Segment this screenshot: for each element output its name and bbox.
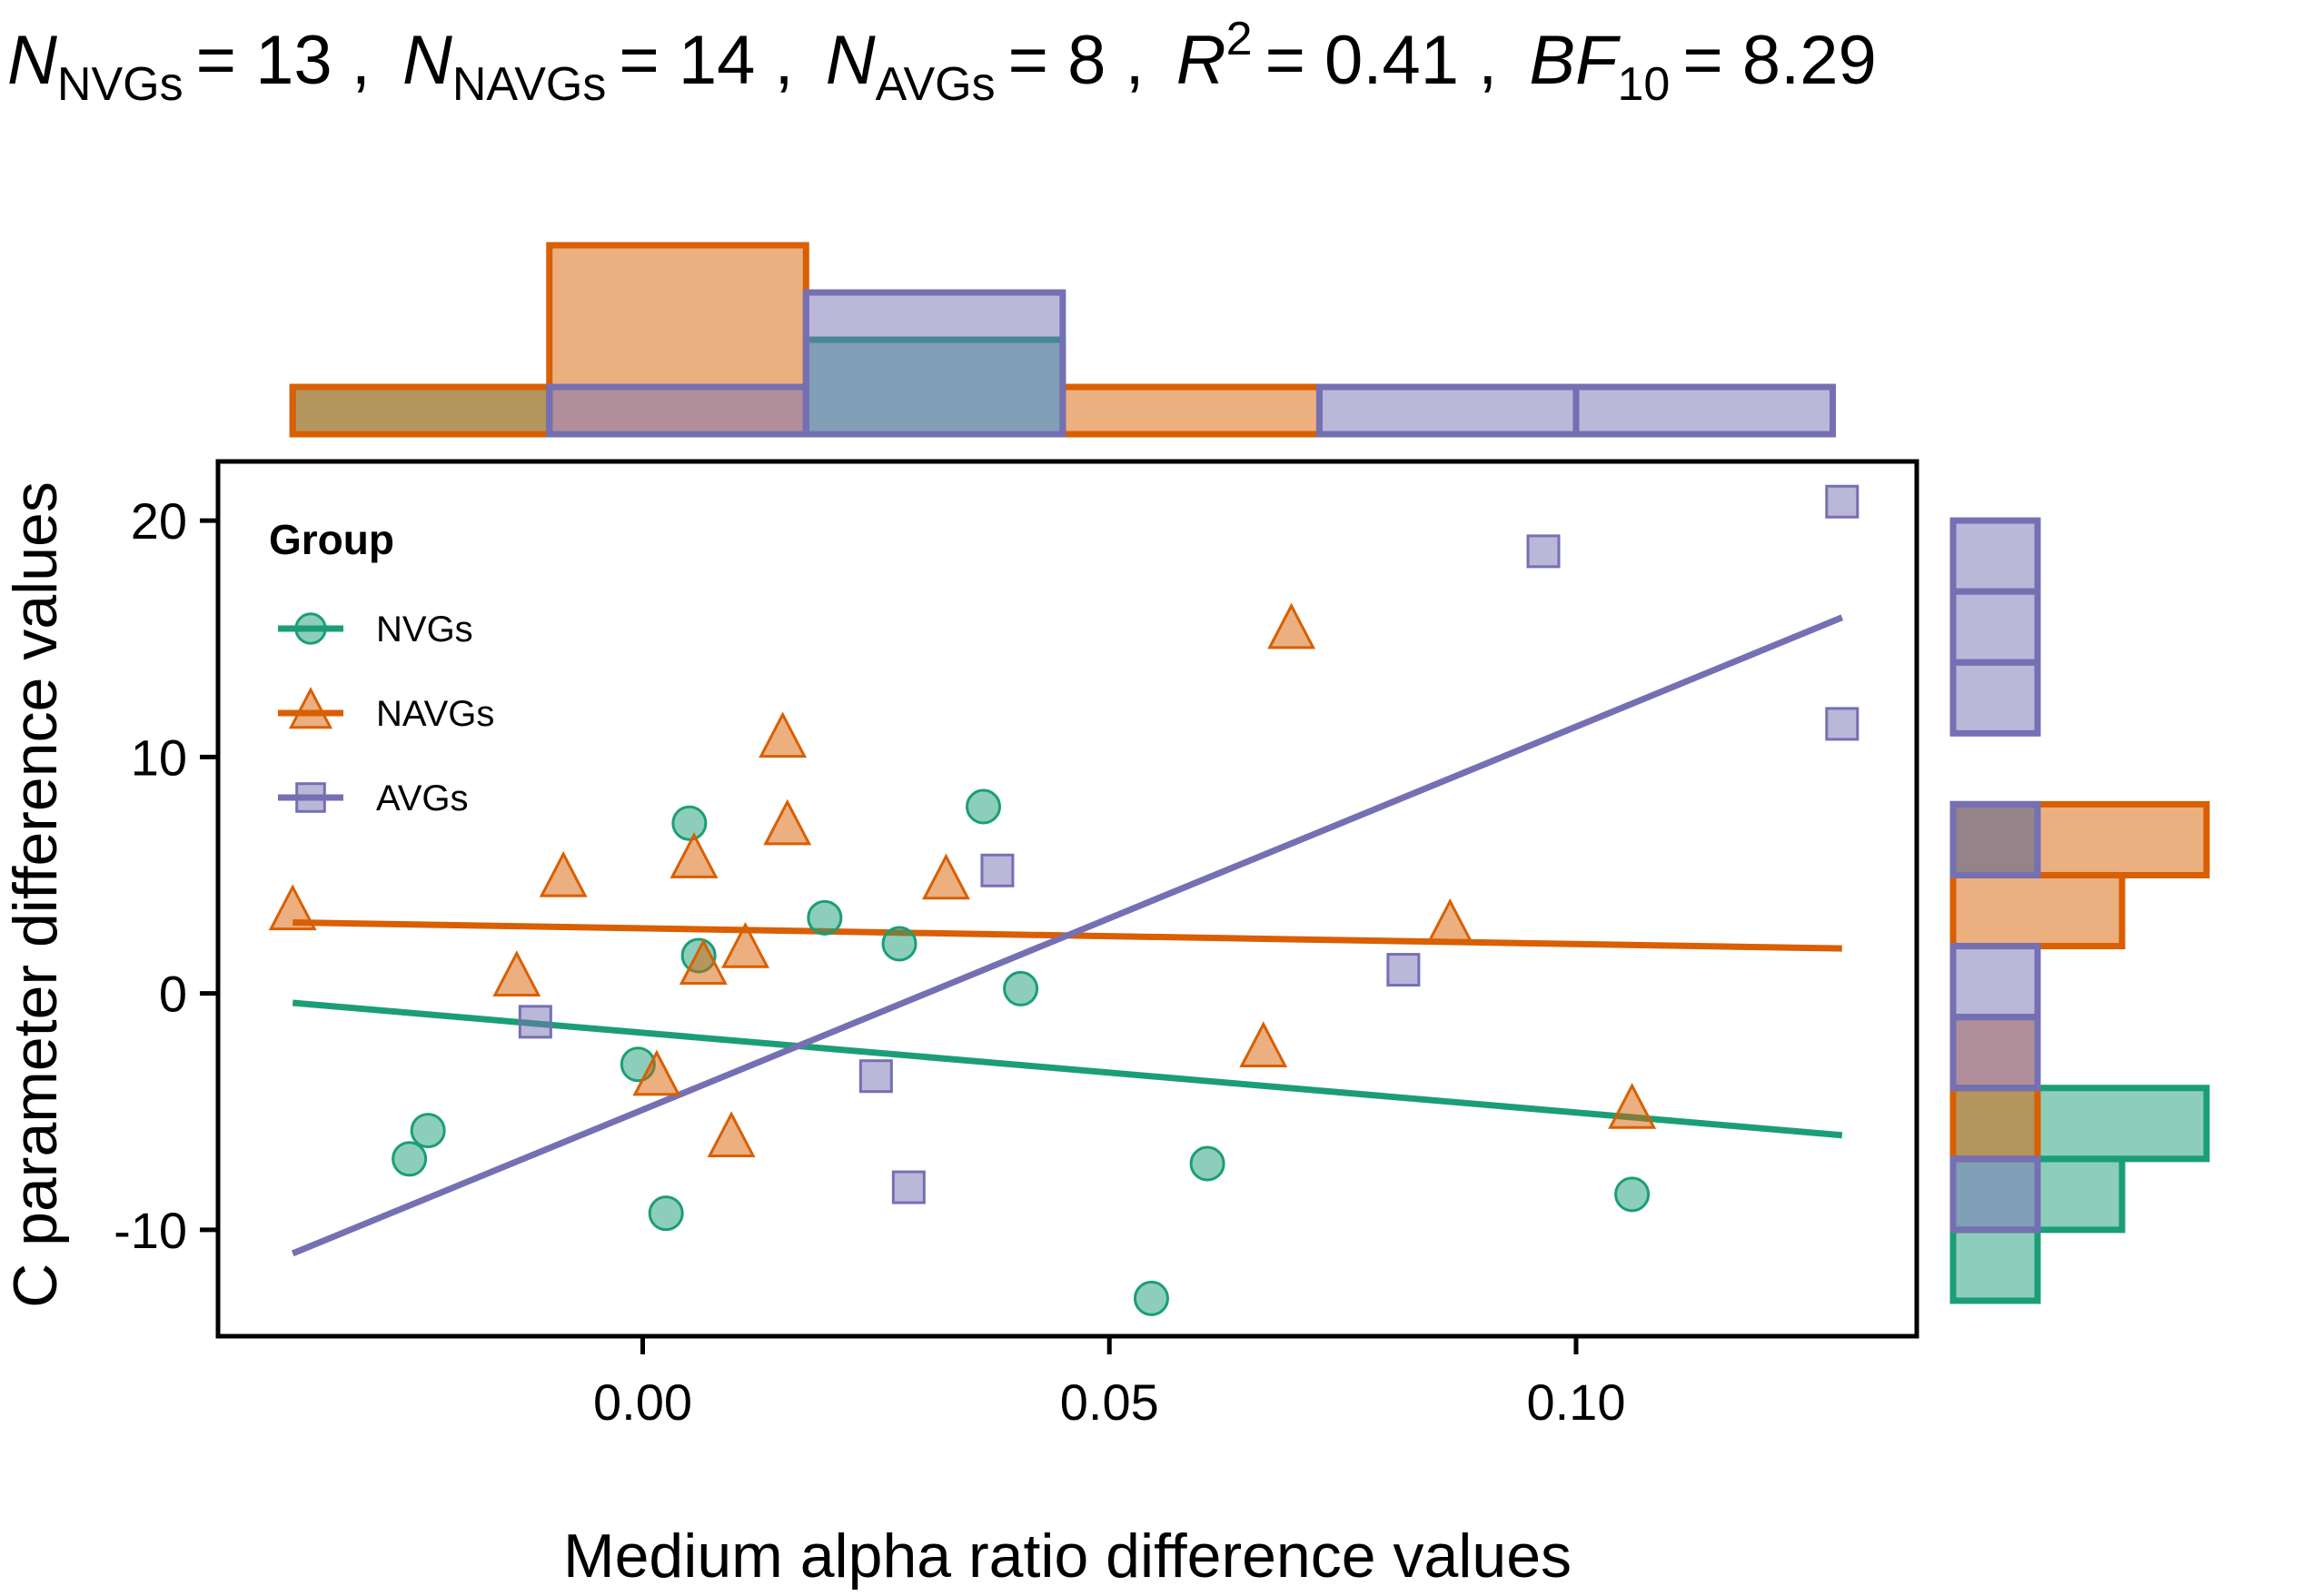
y-tick-label: 20 (131, 492, 187, 550)
point-navgs (632, 1049, 681, 1096)
hist-x-bar-navgs (289, 383, 553, 438)
point-nvgs (648, 1195, 684, 1232)
point-nvgs (1189, 1145, 1225, 1182)
scatter-points (268, 484, 1860, 1316)
point-navgs (268, 884, 317, 931)
legend-marker-avgs (295, 782, 326, 813)
stats-header: NNVGs = 13 , NNAVGs = 14 , NAVGs = 8 , R2 = … (7, 13, 1877, 111)
hist-x-bar-avgs (1572, 383, 1837, 438)
plot-panel-border (215, 459, 1919, 1339)
x-tick-label: 0.05 (1060, 1373, 1159, 1431)
marginal-y-histogram (1949, 517, 2210, 1304)
point-navgs (1239, 1021, 1288, 1068)
x-axis: 0.00 0.05 0.10 (593, 1336, 1625, 1431)
hist-x-bar-avgs (1315, 383, 1580, 438)
point-navgs (492, 950, 541, 996)
point-avgs (1825, 707, 1860, 741)
point-navgs (707, 1111, 756, 1157)
hist-y-bar-nvgs (1949, 1226, 2041, 1304)
point-navgs (759, 711, 808, 758)
legend: Group NVGs NAVGs AVGs (269, 516, 494, 818)
point-navgs (763, 798, 812, 846)
point-avgs (891, 1170, 926, 1204)
hist-y-bar-avgs (1949, 659, 2041, 737)
point-nvgs (881, 926, 917, 962)
hist-y-bar-avgs (1949, 1014, 2041, 1092)
point-nvgs (671, 805, 708, 841)
point-navgs (1267, 602, 1316, 649)
legend-marker-navgs (288, 687, 333, 729)
point-avgs (980, 853, 1015, 887)
legend-label-navgs: NAVGs (376, 694, 494, 734)
x-tick-label: 0.00 (593, 1373, 692, 1431)
point-nvgs (807, 899, 843, 936)
point-navgs (669, 832, 719, 878)
hist-y-bar-avgs (1949, 588, 2041, 666)
point-avgs (1386, 953, 1421, 987)
hist-y-bar-avgs (1949, 1155, 2041, 1234)
point-navgs (921, 853, 970, 900)
legend-label-nvgs: NVGs (376, 610, 473, 649)
hist-x-bar-navgs (1059, 383, 1323, 438)
point-navgs (539, 850, 588, 897)
point-nvgs (392, 1141, 428, 1177)
regression-lines (291, 614, 1844, 1257)
x-tick-label: 0.10 (1526, 1373, 1625, 1431)
y-tick-label: 10 (131, 729, 187, 786)
marginal-x-histogram (289, 242, 1837, 438)
point-avgs (1825, 484, 1860, 519)
point-avgs (1526, 534, 1561, 569)
hist-x-bar-avgs (546, 383, 809, 438)
point-avgs (858, 1059, 893, 1094)
point-nvgs (966, 788, 1002, 825)
legend-title: Group (269, 516, 394, 563)
point-nvgs (1003, 970, 1039, 1006)
legend-marker-nvgs (294, 612, 327, 645)
point-nvgs (410, 1113, 446, 1149)
point-navgs (1608, 1082, 1657, 1129)
hist-x-bar-avgs (802, 289, 1066, 438)
fit-line-avgs (291, 614, 1844, 1257)
hist-y-bar-navgs (1949, 1085, 2041, 1163)
hist-y-bar-avgs (1949, 800, 2041, 878)
point-avgs (518, 1005, 552, 1039)
y-axis: -10 0 10 20 (114, 492, 218, 1259)
point-navgs (679, 938, 728, 985)
hist-y-bar-navgs (1949, 871, 2126, 950)
x-axis-title: Medium alpha ratio difference values (563, 1522, 1572, 1591)
point-nvgs (1133, 1280, 1169, 1316)
point-navgs (721, 921, 769, 968)
legend-label-avgs: AVGs (376, 778, 469, 818)
y-axis-title: C parameter difference values (1, 481, 70, 1308)
hist-y-bar-avgs (1949, 517, 2041, 595)
point-navgs (1425, 897, 1474, 945)
y-tick-label: -10 (114, 1202, 187, 1259)
point-nvgs (1614, 1176, 1651, 1213)
hist-y-bar-avgs (1949, 943, 2041, 1021)
y-tick-label: 0 (159, 966, 187, 1023)
